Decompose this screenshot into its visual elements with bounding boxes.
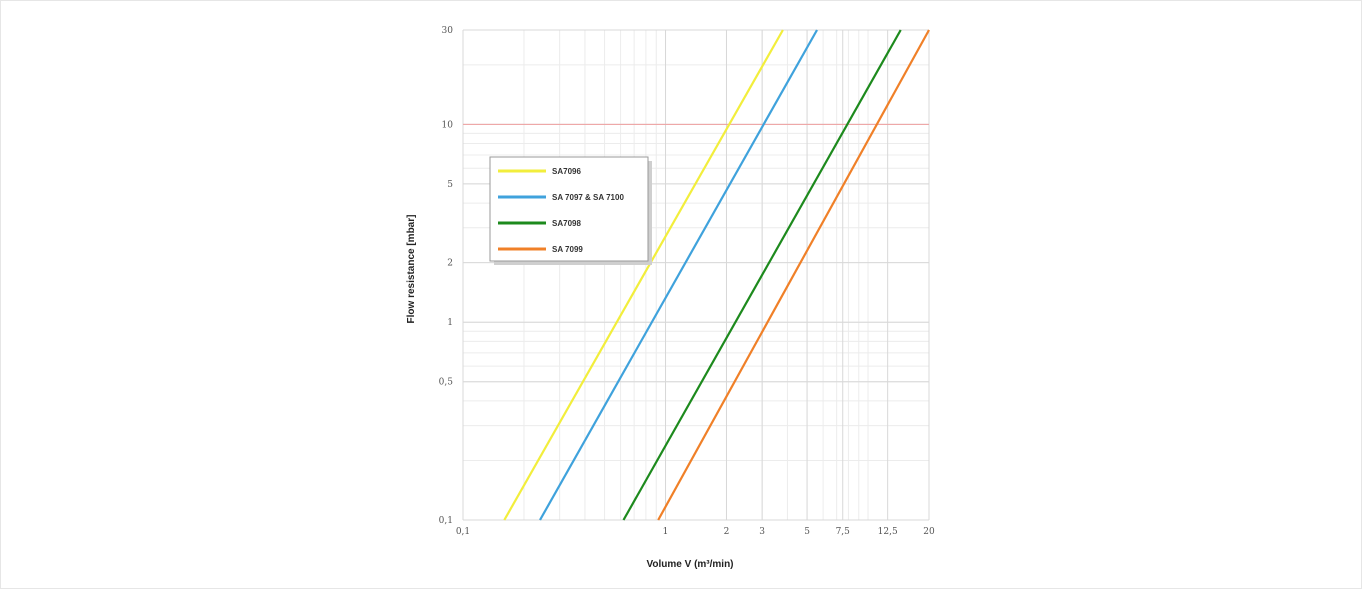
y-tick-label: 0,1 xyxy=(439,516,453,526)
y-tick-label: 2 xyxy=(447,259,453,269)
series-line-3 xyxy=(657,29,930,521)
legend-label: SA7096 xyxy=(552,167,581,176)
legend-label: SA 7099 xyxy=(552,245,583,254)
legend: SA7096 SA 7097 & SA 7100 SA7098 SA 7099 xyxy=(489,156,652,265)
y-tick-label: 0,5 xyxy=(439,378,454,388)
x-tick-label: 1 xyxy=(663,527,669,537)
x-tick-label: 7,5 xyxy=(836,527,851,537)
x-tick-label: 5 xyxy=(804,527,810,537)
series-line-0 xyxy=(503,29,784,521)
x-tick-label: 2 xyxy=(724,527,730,537)
legend-box xyxy=(489,156,649,262)
series-line-2 xyxy=(622,29,902,521)
legend-label: SA 7097 & SA 7100 xyxy=(552,193,624,202)
x-tick-label: 3 xyxy=(759,527,765,537)
x-tick-label: 20 xyxy=(923,527,935,537)
legend-items: SA7096 SA 7097 & SA 7100 SA7098 SA 7099 xyxy=(498,167,624,254)
y-tick-label: 1 xyxy=(447,318,453,328)
plot-background xyxy=(463,30,929,520)
x-tick-labels: 0,1 1 2 3 5 7,5 12,5 20 xyxy=(456,527,935,537)
y-tick-label: 30 xyxy=(442,26,454,36)
y-tick-label: 10 xyxy=(442,120,454,130)
x-tick-label: 0,1 xyxy=(456,527,470,537)
series-line-1 xyxy=(539,29,818,521)
y-tick-label: 5 xyxy=(447,180,453,190)
y-tick-labels: 0,1 0,5 1 2 5 10 30 xyxy=(439,26,454,526)
x-axis-label: Volume V (m³/min) xyxy=(646,559,733,570)
x-tick-label: 12,5 xyxy=(878,527,898,537)
series-lines xyxy=(503,29,930,521)
legend-label: SA7098 xyxy=(552,219,581,228)
y-axis-label: Flow resistance [mbar] xyxy=(406,215,417,324)
